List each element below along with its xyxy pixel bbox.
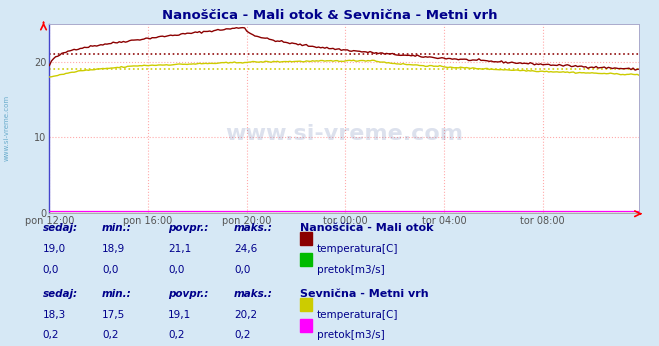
Text: temperatura[C]: temperatura[C] bbox=[317, 310, 399, 320]
Text: Sevnična - Metni vrh: Sevnična - Metni vrh bbox=[300, 289, 428, 299]
Text: www.si-vreme.com: www.si-vreme.com bbox=[3, 95, 10, 161]
Text: 0,2: 0,2 bbox=[43, 330, 59, 340]
Text: 21,1: 21,1 bbox=[168, 244, 191, 254]
Text: 24,6: 24,6 bbox=[234, 244, 257, 254]
Text: 0,0: 0,0 bbox=[43, 265, 59, 275]
Text: pretok[m3/s]: pretok[m3/s] bbox=[317, 265, 385, 275]
Text: maks.:: maks.: bbox=[234, 223, 273, 233]
Text: povpr.:: povpr.: bbox=[168, 289, 208, 299]
Text: 0,0: 0,0 bbox=[102, 265, 119, 275]
Text: 0,2: 0,2 bbox=[234, 330, 250, 340]
Text: pretok[m3/s]: pretok[m3/s] bbox=[317, 330, 385, 340]
Text: 18,9: 18,9 bbox=[102, 244, 125, 254]
Text: 19,1: 19,1 bbox=[168, 310, 191, 320]
Text: povpr.:: povpr.: bbox=[168, 223, 208, 233]
Text: temperatura[C]: temperatura[C] bbox=[317, 244, 399, 254]
Text: maks.:: maks.: bbox=[234, 289, 273, 299]
Text: 17,5: 17,5 bbox=[102, 310, 125, 320]
Text: 0,0: 0,0 bbox=[168, 265, 185, 275]
Text: min.:: min.: bbox=[102, 223, 132, 233]
Text: Nanoščica - Mali otok & Sevnična - Metni vrh: Nanoščica - Mali otok & Sevnična - Metni… bbox=[161, 9, 498, 22]
Text: 0,0: 0,0 bbox=[234, 265, 250, 275]
Text: www.si-vreme.com: www.si-vreme.com bbox=[225, 124, 463, 144]
Text: Nanoščica - Mali otok: Nanoščica - Mali otok bbox=[300, 223, 434, 233]
Text: 20,2: 20,2 bbox=[234, 310, 257, 320]
Text: 0,2: 0,2 bbox=[102, 330, 119, 340]
Text: sedaj:: sedaj: bbox=[43, 223, 78, 233]
Text: 0,2: 0,2 bbox=[168, 330, 185, 340]
Text: min.:: min.: bbox=[102, 289, 132, 299]
Text: 19,0: 19,0 bbox=[43, 244, 66, 254]
Text: 18,3: 18,3 bbox=[43, 310, 66, 320]
Text: sedaj:: sedaj: bbox=[43, 289, 78, 299]
